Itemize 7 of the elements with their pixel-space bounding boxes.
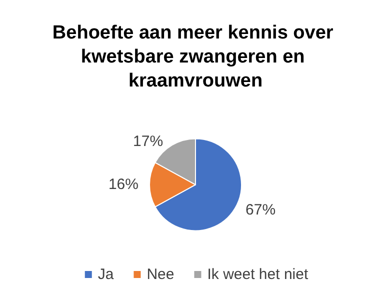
chart-title: Behoefte aan meer kennis over kwetsbare zwangeren en kraamvrouwen [52,22,339,92]
data-label: 67% [246,202,276,219]
legend-label: Ja [98,266,114,283]
data-label: 17% [133,133,164,150]
legend-label: Ik weet het niet [207,266,309,283]
legend-label: Nee [146,266,174,283]
data-label: 16% [108,176,138,194]
